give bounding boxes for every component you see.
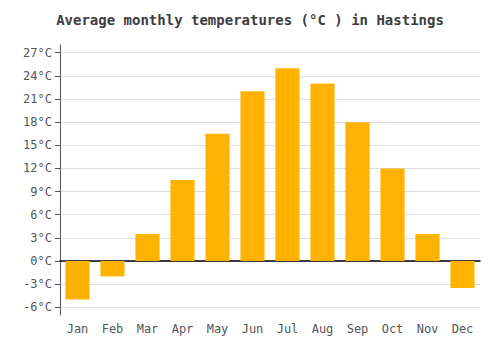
svg-text:Average monthly temperatures (: Average monthly temperatures (°C ) in Ha… [56, 12, 444, 28]
svg-text:21°C: 21°C [23, 92, 52, 106]
svg-text:6°C: 6°C [30, 208, 52, 222]
svg-text:24°C: 24°C [23, 69, 52, 83]
svg-text:27°C: 27°C [23, 46, 52, 60]
svg-text:Dec: Dec [452, 322, 474, 336]
svg-text:Sep: Sep [347, 322, 369, 336]
svg-text:Jan: Jan [67, 322, 89, 336]
svg-text:Nov: Nov [417, 322, 439, 336]
svg-text:Aug: Aug [312, 322, 334, 336]
svg-text:-3°C: -3°C [23, 277, 52, 291]
svg-text:Jul: Jul [277, 322, 299, 336]
svg-text:15°C: 15°C [23, 138, 52, 152]
svg-text:3°C: 3°C [30, 231, 52, 245]
svg-text:Feb: Feb [102, 322, 124, 336]
svg-text:Apr: Apr [172, 322, 194, 336]
svg-text:0°C: 0°C [30, 254, 52, 268]
svg-text:Oct: Oct [382, 322, 404, 336]
svg-text:Jun: Jun [242, 322, 264, 336]
svg-text:May: May [207, 322, 229, 336]
svg-text:-6°C: -6°C [23, 300, 52, 314]
svg-text:Mar: Mar [137, 322, 159, 336]
svg-text:12°C: 12°C [23, 161, 52, 175]
svg-text:9°C: 9°C [30, 185, 52, 199]
svg-text:18°C: 18°C [23, 115, 52, 129]
